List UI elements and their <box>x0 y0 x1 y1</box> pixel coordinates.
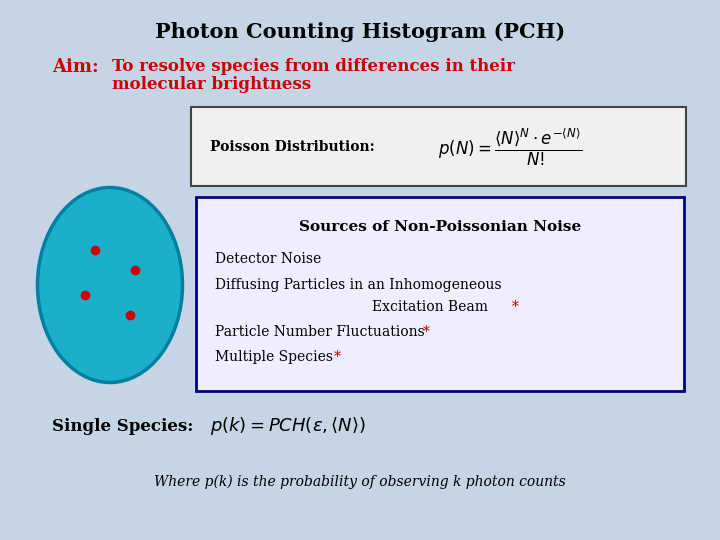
FancyBboxPatch shape <box>191 107 686 186</box>
Text: Excitation Beam: Excitation Beam <box>372 300 488 314</box>
Text: To resolve species from differences in their: To resolve species from differences in t… <box>112 58 515 75</box>
Text: Aim:: Aim: <box>52 58 99 76</box>
Text: Multiple Species: Multiple Species <box>215 350 333 364</box>
Text: *: * <box>423 325 430 339</box>
Text: $p(k) = PCH(\varepsilon, \langle N \rangle)$: $p(k) = PCH(\varepsilon, \langle N \rang… <box>210 415 366 437</box>
Text: $p(N) = \dfrac{\langle N \rangle^N \cdot e^{-\langle N \rangle}}{N!}$: $p(N) = \dfrac{\langle N \rangle^N \cdot… <box>438 126 582 167</box>
Text: molecular brightness: molecular brightness <box>112 76 311 93</box>
Text: *: * <box>512 300 519 314</box>
FancyBboxPatch shape <box>196 197 684 391</box>
Text: Detector Noise: Detector Noise <box>215 252 321 266</box>
Text: Single Species:: Single Species: <box>52 418 194 435</box>
Text: Photon Counting Histogram (PCH): Photon Counting Histogram (PCH) <box>155 22 565 42</box>
Text: Sources of Non-Poissonian Noise: Sources of Non-Poissonian Noise <box>299 220 581 234</box>
Text: Diffusing Particles in an Inhomogeneous: Diffusing Particles in an Inhomogeneous <box>215 278 502 292</box>
Text: Poisson Distribution:: Poisson Distribution: <box>210 140 374 154</box>
Text: *: * <box>334 350 341 364</box>
Text: Where p(k) is the probability of observing k photon counts: Where p(k) is the probability of observi… <box>154 475 566 489</box>
Ellipse shape <box>37 187 182 382</box>
Text: Particle Number Fluctuations: Particle Number Fluctuations <box>215 325 425 339</box>
